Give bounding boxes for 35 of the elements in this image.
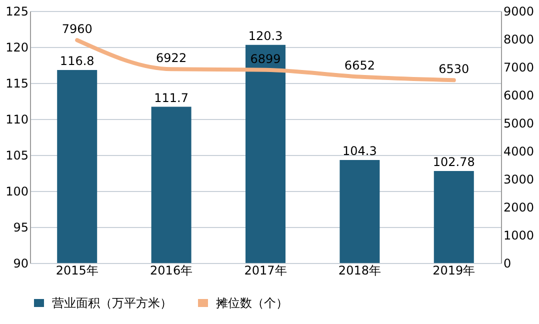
y2-tick-label: 1000 — [504, 228, 534, 242]
y2-tick-label: 4000 — [504, 144, 534, 158]
y2-tick-label: 6000 — [504, 88, 534, 102]
x-tick-label: 2018年 — [338, 264, 381, 278]
y-tick-label: 95 — [13, 220, 28, 234]
legend-label: 摊位数（个） — [216, 296, 288, 310]
x-tick-label: 2019年 — [432, 264, 476, 278]
data-label: 6899 — [250, 52, 281, 66]
data-label: 111.7 — [154, 90, 188, 105]
y2-tick-label: 3000 — [504, 172, 534, 186]
data-label: 7960 — [62, 22, 92, 36]
y-tick-label: 110 — [6, 112, 28, 126]
data-label: 120.3 — [248, 28, 283, 43]
y2-tick-label: 7000 — [504, 60, 534, 74]
data-label: 102.78 — [432, 154, 475, 169]
data-label: 6922 — [156, 51, 187, 66]
y-tick-label: 100 — [6, 184, 28, 198]
y-tick-label: 120 — [6, 40, 28, 54]
data-label: 116.8 — [60, 54, 94, 68]
y2-tick-label: 5000 — [504, 116, 534, 130]
data-label: 6530 — [438, 62, 470, 76]
data-label: 6652 — [344, 58, 375, 73]
y2-tick-label: 8000 — [504, 32, 534, 46]
y-tick-label: 125 — [6, 4, 28, 18]
y-tick-label: 90 — [13, 256, 28, 270]
x-tick-label: 2015年 — [56, 264, 98, 278]
y-tick-label: 105 — [6, 148, 28, 162]
y2-tick-label: 0 — [504, 256, 512, 270]
y2-tick-label: 9000 — [504, 4, 534, 18]
data-label: 104.3 — [342, 144, 377, 158]
x-tick-label: 2017年 — [244, 264, 287, 278]
x-tick-label: 2016年 — [150, 264, 193, 278]
y-tick-label: 115 — [6, 76, 28, 90]
y2-tick-label: 2000 — [504, 200, 534, 214]
legend-label: 营业面积（万平方米） — [52, 296, 172, 310]
